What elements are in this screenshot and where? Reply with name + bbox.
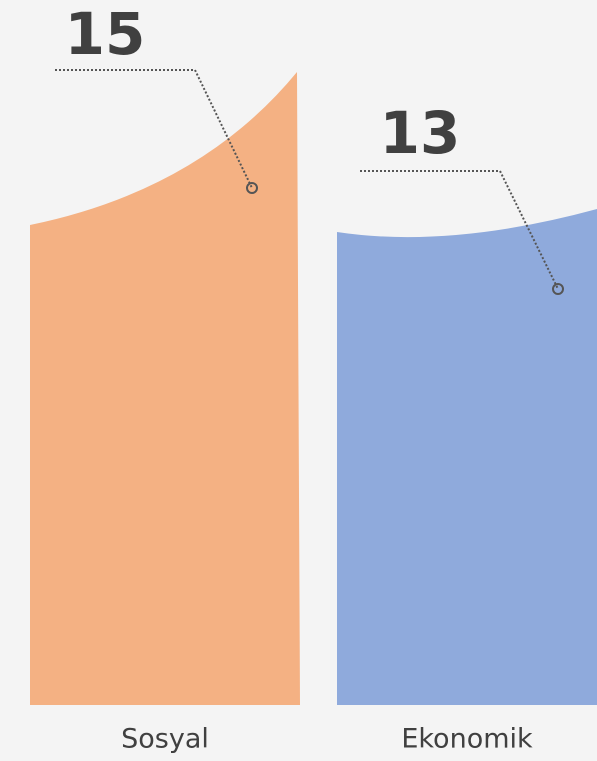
bar <box>30 72 300 705</box>
value-label: 15 <box>65 0 146 68</box>
leader-line <box>55 69 253 189</box>
leader-dot <box>552 283 564 295</box>
value-label: 13 <box>380 99 461 167</box>
leader-dot <box>246 182 258 194</box>
leader-line <box>360 170 559 290</box>
category-label: Ekonomik <box>401 724 533 755</box>
bar <box>337 209 597 705</box>
category-label: Sosyal <box>121 724 209 755</box>
